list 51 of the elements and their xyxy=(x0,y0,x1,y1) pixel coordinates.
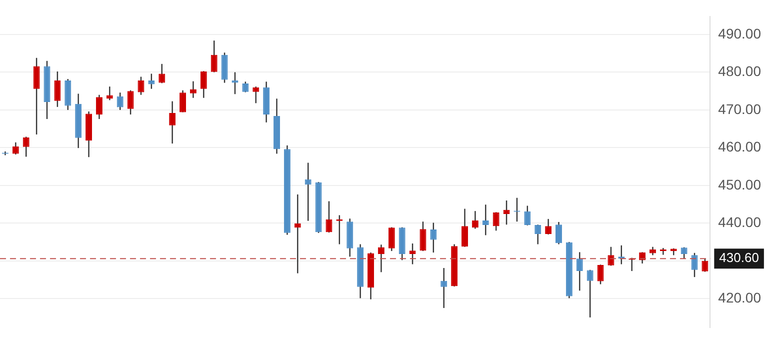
candlestick xyxy=(304,162,312,222)
candlestick xyxy=(702,258,708,272)
candlestick xyxy=(210,40,218,73)
y-tick-label: 420.00 xyxy=(718,289,762,306)
candlestick xyxy=(409,242,416,265)
candlestick xyxy=(12,142,19,156)
candlestick xyxy=(148,73,155,90)
candlestick xyxy=(482,204,489,236)
y-tick-label: 490.00 xyxy=(718,25,762,42)
candlestick xyxy=(524,205,531,226)
candlestick xyxy=(221,52,228,84)
candlestick xyxy=(326,200,332,234)
candlestick xyxy=(190,80,196,98)
candlestick xyxy=(96,94,102,120)
candlestick xyxy=(420,221,426,252)
candlestick xyxy=(22,136,30,158)
candlestick xyxy=(503,200,510,226)
candlestick xyxy=(388,226,395,252)
candlestick xyxy=(106,86,113,101)
candlestick xyxy=(556,221,562,245)
candlestick xyxy=(586,269,594,318)
candlestick xyxy=(378,244,384,273)
candlestick xyxy=(180,90,186,113)
candlestick xyxy=(33,57,40,136)
candlestick xyxy=(54,70,61,108)
candlestick xyxy=(462,208,468,248)
candlestick xyxy=(200,70,207,98)
candlestick xyxy=(472,210,478,230)
candlestick xyxy=(440,267,448,309)
candlestick xyxy=(545,218,552,236)
candlestick xyxy=(294,194,301,274)
candlestick xyxy=(534,224,542,245)
candlestick xyxy=(430,222,437,254)
candlestick xyxy=(127,90,134,116)
y-tick-label: 480.00 xyxy=(718,63,762,80)
candlestick xyxy=(116,92,124,111)
candlestick xyxy=(158,63,166,84)
candlestick xyxy=(597,264,604,285)
y-tick-label: 440.00 xyxy=(718,214,762,230)
ref-line-label: 430.60 xyxy=(719,250,759,266)
candlestick xyxy=(660,247,666,256)
candlestick xyxy=(252,86,260,104)
candlestick xyxy=(492,212,500,232)
y-tick-label: 460.00 xyxy=(718,138,762,155)
candlestick xyxy=(232,72,238,95)
candlestick xyxy=(576,252,583,292)
y-tick-label: 470.00 xyxy=(718,100,762,117)
candlestick xyxy=(691,252,698,278)
y-tick-label: 450.00 xyxy=(718,176,762,192)
candlestick xyxy=(169,100,176,144)
candlestick xyxy=(64,78,72,111)
